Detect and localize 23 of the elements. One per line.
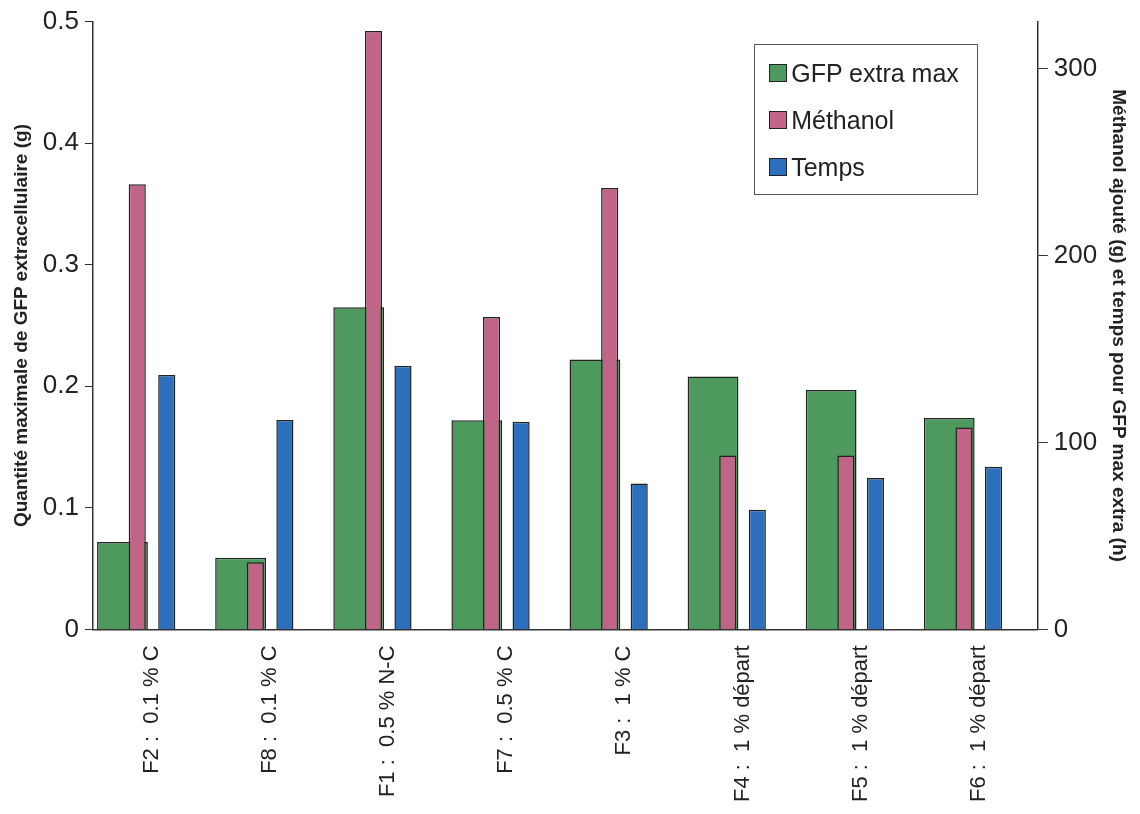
x-tick-label: F2 : 0.1 % C (138, 645, 164, 774)
x-tick-label: F7 : 0.5 % C (492, 645, 518, 774)
y-tick-label: 0.1 (42, 491, 79, 522)
y2-tick-label: 100 (1053, 425, 1098, 456)
y-tick-label: 0.3 (42, 247, 79, 278)
y-tick-label: 0.5 (42, 4, 79, 35)
x-tick-label: F4 : 1 % départ (728, 645, 754, 803)
y-axis-title: Quantité maximale de GFP extracellulaire (g) (9, 124, 31, 528)
legend-label: GFP extra max (791, 58, 959, 88)
x-tick-label: F6 : 1 % départ (964, 645, 990, 803)
x-tick-label: F8 : 0.1 % C (256, 645, 282, 774)
y2-axis-title: Méthanol ajouté (g) et temps pour GFP max extra (h) (1109, 89, 1131, 562)
y2-tick-label: 300 (1053, 51, 1098, 82)
legend-label: Temps (791, 152, 865, 182)
y-tick-label: 0.2 (42, 369, 79, 400)
x-tick-label: F5 : 1 % départ (846, 645, 872, 803)
legend-label: Méthanol (791, 105, 895, 135)
x-tick-label: F1 : 0.5 % N-C (374, 645, 400, 798)
y2-tick-label: 200 (1053, 238, 1098, 269)
y-tick-label: 0 (64, 612, 79, 643)
y-tick-label: 0.4 (42, 126, 79, 157)
x-tick-label: F3 : 1 % C (610, 645, 636, 756)
y2-tick-label: 0 (1053, 612, 1069, 643)
